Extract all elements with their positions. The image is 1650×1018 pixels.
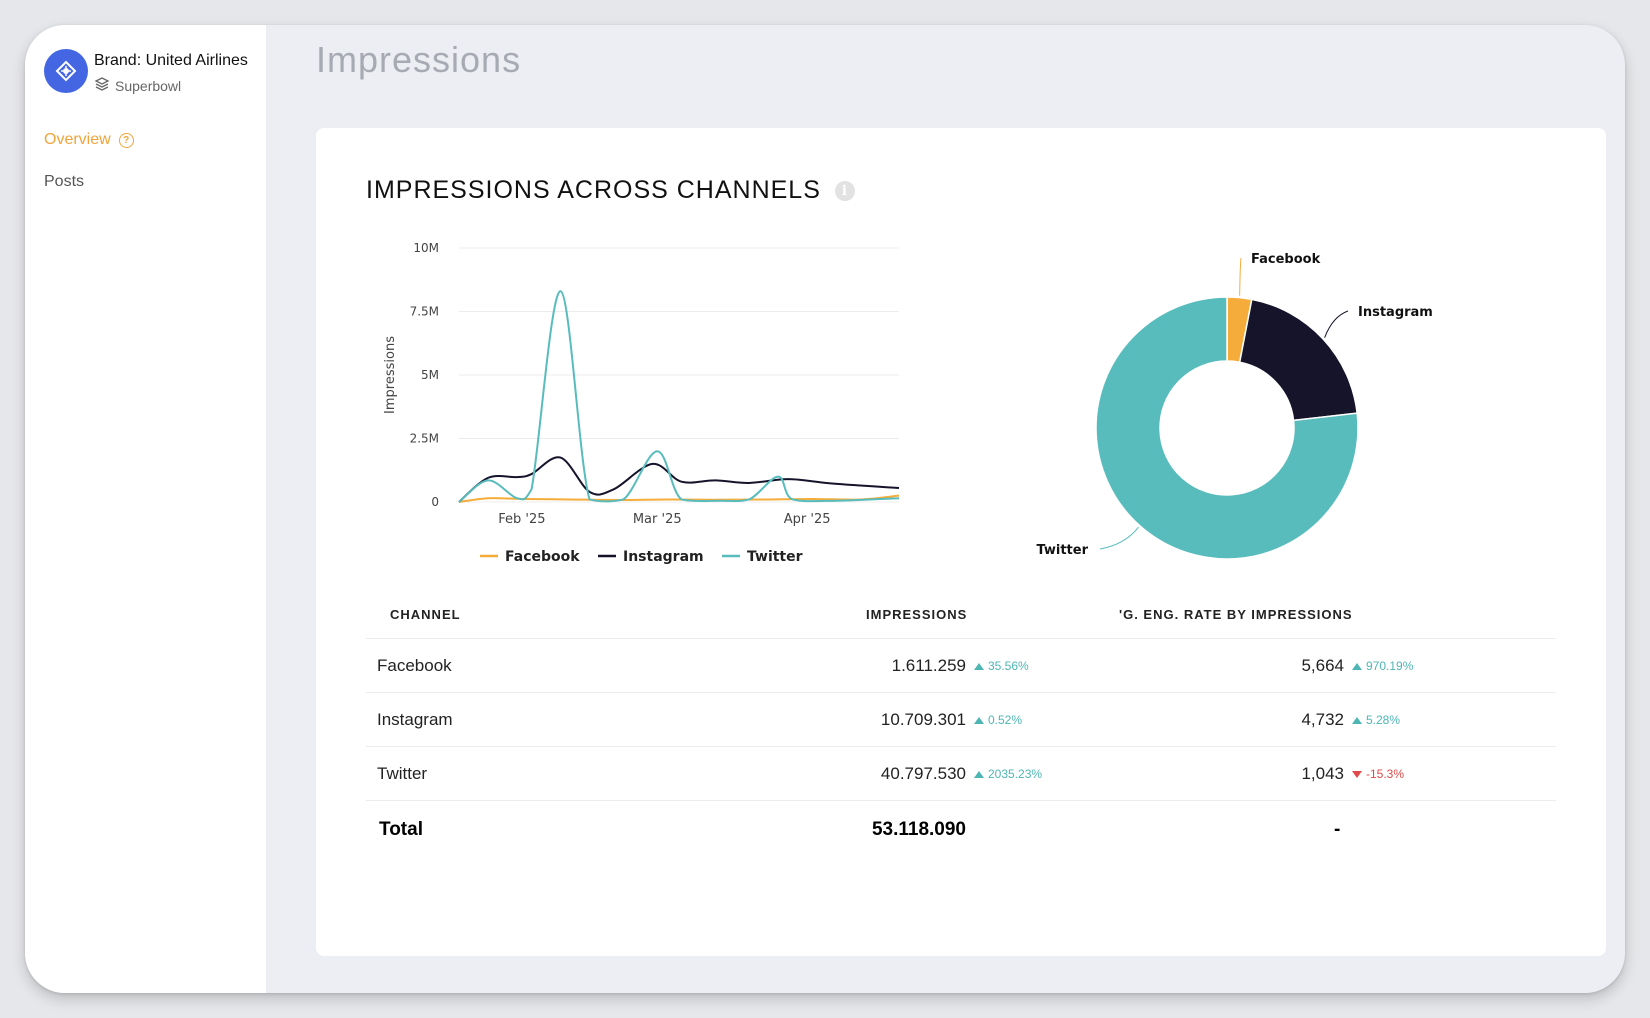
- eng-rate-value: 5,664: [1301, 656, 1344, 675]
- series-line-instagram: [458, 456, 900, 503]
- impressions-value: 10.709.301: [880, 710, 966, 729]
- legend-label-facebook: Facebook: [505, 549, 580, 565]
- page-title: Impressions: [316, 39, 522, 80]
- total-label: Total: [379, 819, 423, 840]
- x-tick-label: Apr '25: [784, 512, 831, 527]
- header-eng-rate: 'G. ENG. RATE BY IMPRESSIONS: [1119, 607, 1353, 622]
- nav-item-label: Overview: [44, 131, 111, 148]
- brand-campaign: Superbowl: [94, 76, 181, 95]
- eng-rate-change-value: 970.19%: [1366, 659, 1414, 673]
- nav-item-overview[interactable]: Overview ?: [44, 131, 134, 149]
- trend-down-icon: [1352, 770, 1362, 778]
- donut-label-instagram: Instagram: [1358, 305, 1433, 320]
- donut-slice-instagram: [1238, 298, 1358, 422]
- layers-icon: [94, 76, 110, 95]
- donut-leader-facebook: [1239, 257, 1242, 296]
- impressions-change-value: 2035.23%: [988, 767, 1043, 781]
- eng-rate-change: 970.19%: [1352, 659, 1413, 673]
- table-total-row: Total 53.118.090 -: [366, 800, 1556, 861]
- total-impressions: 53.118.090: [871, 819, 966, 840]
- donut-slice-twitter: [1095, 296, 1359, 560]
- donut-label-twitter: Twitter: [1036, 543, 1088, 558]
- info-icon[interactable]: i: [834, 180, 855, 201]
- y-tick-label: 0: [431, 495, 439, 509]
- eng-rate-change-value: 5.28%: [1366, 713, 1401, 727]
- channel-name: Instagram: [377, 710, 453, 729]
- impressions-change-value: 35.56%: [988, 659, 1029, 673]
- donut-leader-twitter: [1099, 526, 1139, 550]
- app-window: Brand: United Airlines Superbowl Overvie…: [25, 25, 1625, 993]
- brand-logo-icon[interactable]: [44, 49, 88, 93]
- trend-up-icon: [1352, 716, 1362, 724]
- impressions-change: 2035.23%: [974, 767, 1042, 781]
- table-row[interactable]: Twitter 40.797.530 2035.23% 1,043 -15.3%: [366, 746, 1556, 801]
- impressions-value: 1.611.259: [891, 656, 966, 675]
- table-row[interactable]: Facebook 1.611.259 35.56% 5,664 970.19%: [366, 638, 1556, 693]
- donut-label-facebook: Facebook: [1251, 252, 1321, 267]
- eng-rate-value: 1,043: [1301, 764, 1344, 783]
- table-row[interactable]: Instagram 10.709.301 0.52% 4,732 5.28%: [366, 692, 1556, 747]
- trend-up-icon: [974, 716, 984, 724]
- y-axis-label: Impressions: [383, 336, 398, 414]
- impressions-donut-chart: Facebook Instagram Twitter: [1036, 252, 1433, 560]
- total-eng-rate: -: [1334, 819, 1341, 840]
- y-tick-label: 5M: [421, 368, 439, 382]
- channel-name: Facebook: [377, 656, 452, 675]
- y-tick-label: 2.5M: [410, 432, 439, 446]
- y-tick-label: 7.5M: [410, 305, 439, 319]
- channel-name: Twitter: [377, 764, 428, 783]
- y-tick-label: 10M: [413, 241, 439, 255]
- sidebar: Brand: United Airlines Superbowl Overvie…: [25, 25, 266, 993]
- brand-name: Brand: United Airlines: [94, 52, 248, 69]
- nav-item-label: Posts: [44, 173, 85, 190]
- series-line-facebook: [458, 494, 900, 503]
- donut-leader-instagram: [1324, 310, 1349, 338]
- legend-label-instagram: Instagram: [623, 549, 704, 565]
- campaign-label: Superbowl: [115, 77, 182, 94]
- legend-label-twitter: Twitter: [747, 549, 803, 565]
- impressions-change-value: 0.52%: [988, 713, 1023, 727]
- impressions-value: 40.797.530: [880, 764, 966, 783]
- card-title-text: IMPRESSIONS ACROSS CHANNELS: [366, 176, 821, 204]
- card-title: IMPRESSIONS ACROSS CHANNELS i: [366, 176, 855, 205]
- series-line-twitter: [458, 290, 900, 503]
- eng-rate-change-value: -15.3%: [1366, 767, 1405, 781]
- x-tick-label: Feb '25: [498, 512, 545, 527]
- impressions-change: 0.52%: [974, 713, 1022, 727]
- impressions-line-chart: 10M 7.5M 5M 2.5M 0 Impressions Feb '25 Mar '25 A…: [383, 241, 900, 565]
- impressions-card: IMPRESSIONS ACROSS CHANNELS i 10M 7.5M 5M 2…: [316, 128, 1606, 956]
- impressions-change: 35.56%: [974, 659, 1029, 673]
- eng-rate-change: -15.3%: [1352, 767, 1404, 781]
- eng-rate-change: 5.28%: [1352, 713, 1400, 727]
- trend-up-icon: [974, 662, 984, 670]
- header-impressions: IMPRESSIONS: [866, 607, 968, 622]
- trend-up-icon: [974, 770, 984, 778]
- nav-item-posts[interactable]: Posts: [44, 173, 84, 191]
- help-icon[interactable]: ?: [118, 132, 134, 148]
- eng-rate-value: 4,732: [1301, 710, 1344, 729]
- x-tick-label: Mar '25: [633, 512, 682, 527]
- trend-up-icon: [1352, 662, 1362, 670]
- header-channel: CHANNEL: [390, 607, 461, 622]
